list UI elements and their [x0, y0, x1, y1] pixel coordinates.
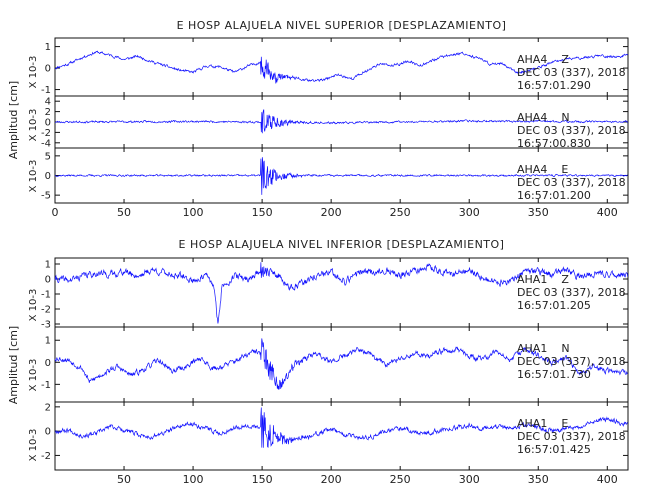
- component-code: E: [561, 417, 568, 430]
- y-tick-label: -4: [41, 138, 51, 149]
- record-time: 16:57:01.200: [517, 189, 591, 202]
- y-tick-label: -2: [41, 128, 51, 139]
- y-tick-label: 0: [45, 118, 51, 129]
- x-tick-label: 150: [252, 206, 273, 219]
- x-tick-label: 200: [321, 206, 342, 219]
- y-tick-label: -1: [41, 85, 51, 96]
- record-date: DEC 03 (337), 2018: [517, 286, 626, 299]
- x-tick-label: 200: [321, 473, 342, 486]
- y-tick-label: 0: [45, 275, 51, 286]
- scale-factor-label: X 10-3: [28, 109, 39, 142]
- y-tick-label: -2: [41, 451, 51, 462]
- y-tick-label: 2: [45, 402, 51, 413]
- record-date: DEC 03 (337), 2018: [517, 355, 626, 368]
- y-tick-label: 0: [45, 358, 51, 369]
- y-tick-label: 5: [45, 151, 51, 162]
- scale-factor-label: X 10-3: [28, 160, 39, 193]
- component-code: N: [561, 342, 569, 355]
- waveform-trace-aha1-e: [54, 407, 628, 448]
- x-tick-label: 0: [52, 206, 59, 219]
- y-tick-label: 0: [45, 64, 51, 75]
- component-code: N: [561, 111, 569, 124]
- y-tick-label: -2: [41, 305, 51, 316]
- component-code: Z: [561, 53, 569, 66]
- y-tick-label: 0: [45, 427, 51, 438]
- scale-factor-label: X 10-3: [28, 359, 39, 392]
- station-label: AHA1 Z: [517, 273, 569, 286]
- y-axis-label: Amplitud [cm]: [7, 81, 20, 159]
- scale-factor-label: X 10-3: [28, 429, 39, 462]
- x-tick-label: 100: [183, 206, 204, 219]
- chart-title: E HOSP ALAJUELA NIVEL SUPERIOR [DESPLAZA…: [177, 19, 507, 32]
- y-tick-label: -1: [41, 290, 51, 301]
- y-tick-label: -1: [41, 380, 51, 391]
- record-time: 16:57:01.290: [517, 79, 591, 92]
- station-code: AHA1: [517, 417, 547, 430]
- record-time: 16:57:01.730: [517, 368, 591, 381]
- y-tick-label: 1: [45, 42, 51, 53]
- x-tick-label: 300: [459, 206, 480, 219]
- y-tick-label: -5: [41, 191, 51, 202]
- x-tick-label: 50: [117, 206, 131, 219]
- y-tick-label: 4: [45, 97, 51, 108]
- record-date: DEC 03 (337), 2018: [517, 176, 626, 189]
- x-tick-label: 350: [528, 473, 549, 486]
- waveform-trace-aha4-e: [54, 157, 628, 195]
- y-tick-label: 2: [45, 107, 51, 118]
- component-code: E: [561, 163, 568, 176]
- record-time: 16:57:01.205: [517, 299, 591, 312]
- scale-factor-label: X 10-3: [28, 289, 39, 322]
- chart-title: E HOSP ALAJUELA NIVEL INFERIOR [DESPLAZA…: [179, 238, 505, 251]
- station-code: AHA1: [517, 342, 547, 355]
- station-label: AHA1 N: [517, 342, 570, 355]
- station-code: AHA1: [517, 273, 547, 286]
- x-tick-label: 400: [597, 473, 618, 486]
- waveform-trace-aha1-n: [54, 338, 628, 390]
- waveform-trace-aha1-z: [54, 262, 629, 324]
- y-axis-label: Amplitud [cm]: [7, 326, 20, 404]
- station-label: AHA4 E: [517, 163, 568, 176]
- station-code: AHA4: [517, 111, 547, 124]
- x-tick-label: 250: [390, 206, 411, 219]
- y-tick-label: 0: [45, 171, 51, 182]
- record-date: DEC 03 (337), 2018: [517, 430, 626, 443]
- record-time: 16:57:00.830: [517, 137, 591, 150]
- panel-frame: [54, 401, 629, 471]
- x-tick-label: 250: [390, 473, 411, 486]
- record-time: 16:57:01.425: [517, 443, 591, 456]
- x-tick-label: 300: [459, 473, 480, 486]
- component-code: Z: [561, 273, 569, 286]
- station-label: AHA4 N: [517, 111, 570, 124]
- x-tick-label: 400: [597, 206, 618, 219]
- station-label: AHA4 Z: [517, 53, 569, 66]
- y-tick-label: -3: [41, 320, 51, 331]
- x-tick-label: 350: [528, 206, 549, 219]
- y-tick-label: 1: [45, 260, 51, 271]
- x-tick-label: 100: [183, 473, 204, 486]
- x-tick-label: 50: [117, 473, 131, 486]
- scale-factor-label: X 10-3: [28, 56, 39, 89]
- x-tick-label: 150: [252, 473, 273, 486]
- waveform-trace-aha4-z: [54, 50, 628, 84]
- record-date: DEC 03 (337), 2018: [517, 124, 626, 137]
- waveform-trace-aha4-n: [55, 109, 628, 134]
- station-label: AHA1 E: [517, 417, 568, 430]
- station-code: AHA4: [517, 53, 547, 66]
- y-tick-label: 1: [45, 336, 51, 347]
- record-date: DEC 03 (337), 2018: [517, 66, 626, 79]
- station-code: AHA4: [517, 163, 547, 176]
